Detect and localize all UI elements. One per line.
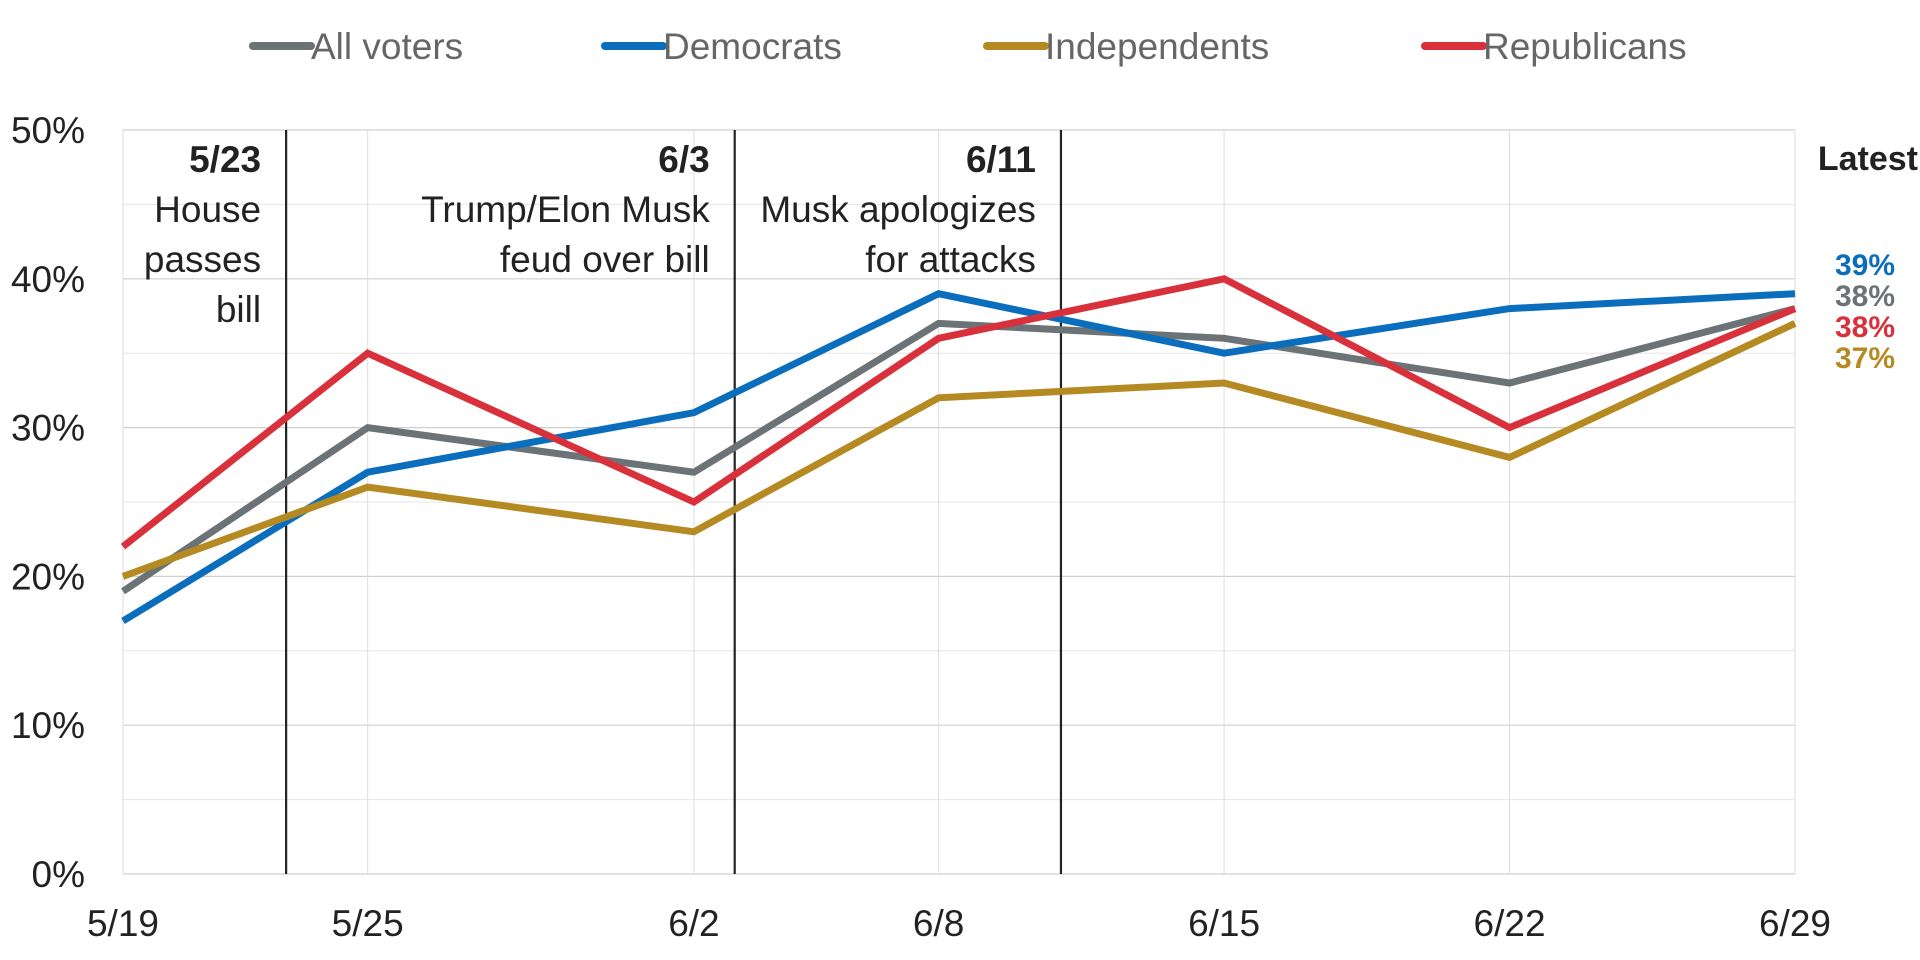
legend-label: All voters — [311, 26, 463, 67]
y-axis: 0% 10% 20% 30% 40% 50% — [11, 110, 85, 895]
legend-item: Republicans — [1421, 26, 1687, 67]
series-lines — [120, 275, 1797, 624]
event-date-label: 5/23 — [189, 139, 261, 180]
latest-value-label: 39% — [1835, 249, 1895, 282]
y-tick-label: 50% — [11, 110, 85, 151]
event-description-line: House — [154, 189, 261, 230]
legend-label: Democrats — [663, 26, 842, 67]
series-line-democrats — [121, 290, 1796, 624]
latest-value-label: 38% — [1835, 311, 1895, 344]
x-tick-label: 6/29 — [1759, 903, 1831, 944]
legend-item: Democrats — [601, 26, 842, 67]
legend-item: All voters — [249, 26, 463, 67]
legend: All voters Democrats Independents Republica… — [249, 26, 1687, 67]
event-description-line: passes — [144, 239, 261, 280]
x-axis: 5/19 5/25 6/2 6/8 6/15 6/22 6/29 — [87, 903, 1831, 944]
latest-value-label: 38% — [1835, 280, 1895, 313]
event-description-line: feud over bill — [500, 239, 710, 280]
x-tick-label: 5/19 — [87, 903, 159, 944]
y-tick-label: 0% — [32, 854, 85, 895]
y-tick-label: 10% — [11, 705, 85, 746]
legend-label: Independents — [1045, 26, 1269, 67]
event-description-line: bill — [216, 289, 261, 330]
y-tick-label: 30% — [11, 408, 85, 449]
x-tick-label: 6/8 — [913, 903, 964, 944]
latest-value-label: 37% — [1835, 342, 1895, 375]
x-tick-label: 6/2 — [668, 903, 719, 944]
latest-heading: Latest — [1818, 140, 1918, 178]
y-tick-label: 40% — [11, 259, 85, 300]
series-line-all-voters — [121, 305, 1796, 595]
event-annotations: 5/23 House passes bill 6/3 Trump/Elon Musk feu… — [144, 130, 1063, 874]
series-line-republicans — [120, 275, 1797, 550]
y-tick-label: 20% — [11, 556, 85, 597]
event-date-label: 6/3 — [658, 139, 709, 180]
x-tick-label: 6/15 — [1188, 903, 1260, 944]
x-tick-label: 6/22 — [1474, 903, 1546, 944]
legend-item: Independents — [983, 26, 1269, 67]
legend-label: Republicans — [1483, 26, 1687, 67]
event-description-line: Musk apologizes — [760, 189, 1036, 230]
event-description-line: Trump/Elon Musk — [421, 189, 710, 230]
event-description-line: for attacks — [865, 239, 1036, 280]
event-date-label: 6/11 — [966, 139, 1036, 180]
x-tick-label: 5/25 — [332, 903, 404, 944]
series-line-independents — [121, 320, 1797, 580]
